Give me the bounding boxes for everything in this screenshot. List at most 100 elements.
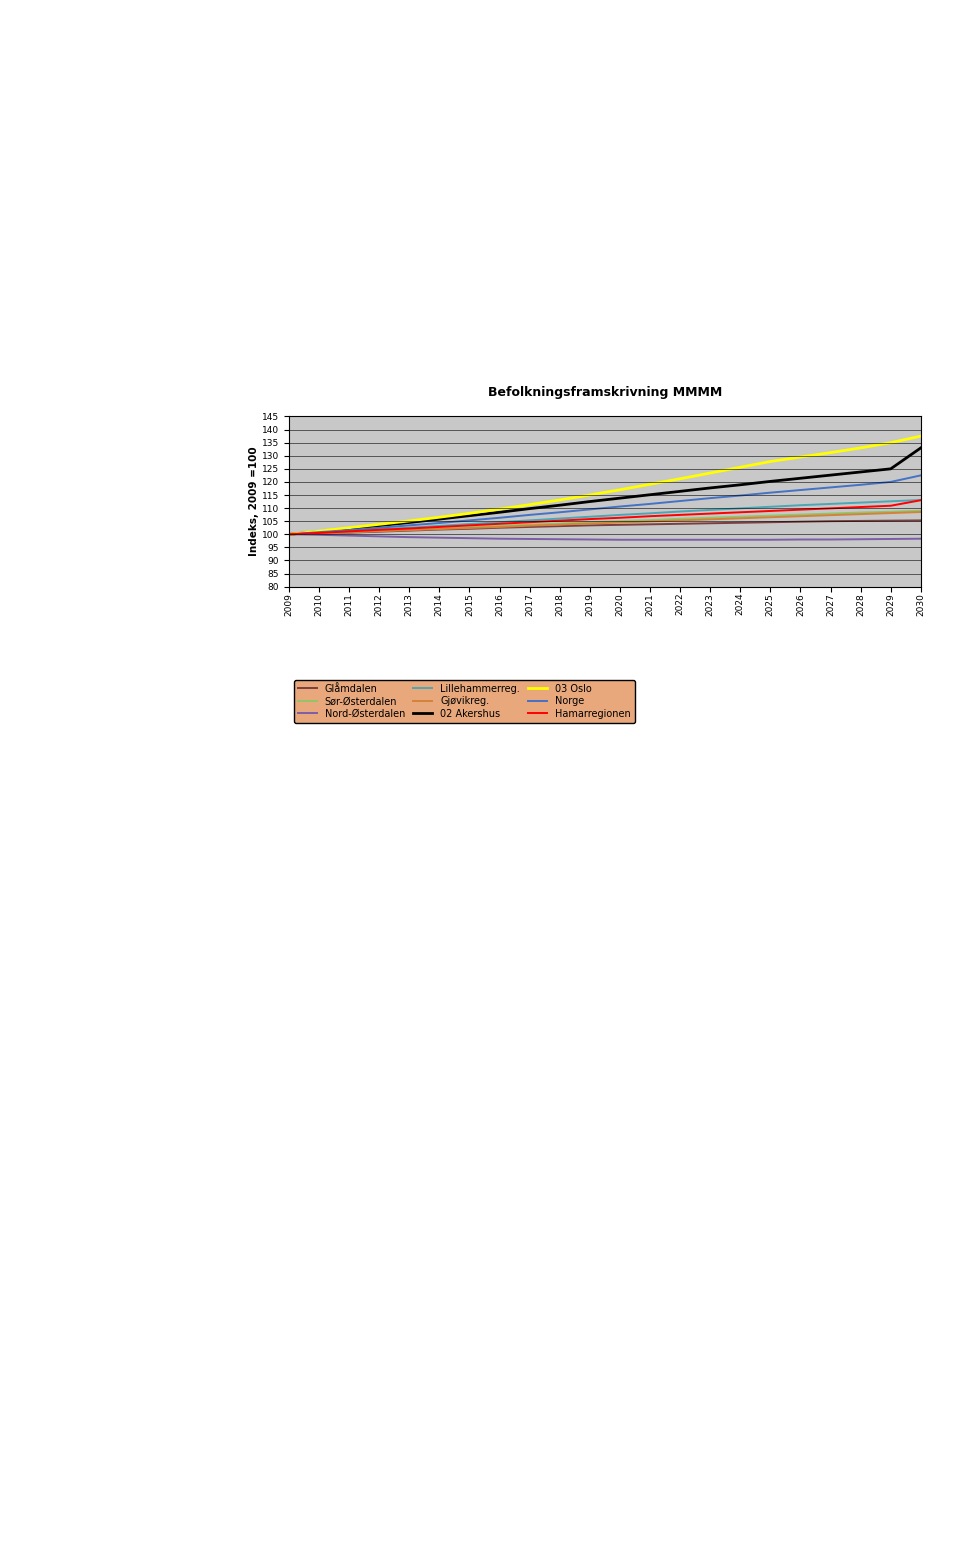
Gjøvikreg. (825, 506, 836, 524)
Norge (283, 524, 295, 543)
Hamarregionen (734, 503, 746, 521)
Lillehammerreg. (674, 503, 685, 521)
Norge (705, 489, 716, 507)
Line: Glåmdalen: Glåmdalen (289, 520, 921, 534)
Gjøvikreg. (313, 524, 324, 543)
02 Akershus (915, 439, 926, 457)
02 Akershus (283, 524, 295, 543)
Glåmdalen (614, 515, 626, 534)
Norge (854, 476, 866, 495)
Gjøvikreg. (734, 509, 746, 527)
Norge (524, 506, 536, 524)
Lillehammerreg. (734, 499, 746, 518)
Sør-Østerdalen (614, 512, 626, 531)
Norge (764, 484, 776, 503)
03 Oslo (403, 512, 415, 531)
Glåmdalen (283, 524, 295, 543)
Nord-Østerdalen (283, 524, 295, 543)
Sør-Østerdalen (313, 524, 324, 543)
Sør-Østerdalen (795, 506, 806, 524)
Lillehammerreg. (283, 524, 295, 543)
Glåmdalen (344, 523, 355, 541)
02 Akershus (373, 517, 385, 535)
Nord-Østerdalen (705, 531, 716, 549)
Gjøvikreg. (464, 518, 475, 537)
Gjøvikreg. (915, 503, 926, 521)
Glåmdalen (705, 513, 716, 532)
03 Oslo (705, 464, 716, 482)
Y-axis label: Indeks, 2009 =100: Indeks, 2009 =100 (250, 447, 259, 557)
Glåmdalen (403, 521, 415, 540)
Norge (825, 478, 836, 496)
Gjøvikreg. (764, 507, 776, 526)
03 Oslo (795, 448, 806, 467)
03 Oslo (915, 426, 926, 445)
Hamarregionen (825, 499, 836, 518)
02 Akershus (584, 492, 595, 510)
Hamarregionen (674, 506, 685, 524)
Line: 03 Oslo: 03 Oslo (289, 436, 921, 534)
Text: Befolkningsframskrivning MMMM: Befolkningsframskrivning MMMM (488, 386, 722, 400)
02 Akershus (614, 489, 626, 507)
Glåmdalen (764, 513, 776, 532)
Gjøvikreg. (885, 504, 897, 523)
Gjøvikreg. (344, 523, 355, 541)
Hamarregionen (644, 507, 656, 526)
Sør-Østerdalen (854, 503, 866, 521)
Hamarregionen (403, 520, 415, 538)
Nord-Østerdalen (403, 527, 415, 546)
Sør-Østerdalen (344, 523, 355, 541)
Sør-Østerdalen (764, 506, 776, 524)
Nord-Østerdalen (493, 529, 505, 548)
Glåmdalen (674, 515, 685, 534)
02 Akershus (764, 471, 776, 490)
Sør-Østerdalen (885, 503, 897, 521)
Gjøvikreg. (674, 510, 685, 529)
Lillehammerreg. (705, 501, 716, 520)
Lillehammerreg. (524, 510, 536, 529)
Line: Hamarregionen: Hamarregionen (289, 499, 921, 534)
Glåmdalen (915, 510, 926, 529)
Norge (313, 523, 324, 541)
Lillehammerreg. (344, 521, 355, 540)
Sør-Østerdalen (434, 520, 445, 538)
Glåmdalen (644, 515, 656, 534)
03 Oslo (584, 485, 595, 504)
Glåmdalen (885, 512, 897, 531)
Sør-Østerdalen (283, 524, 295, 543)
03 Oslo (825, 443, 836, 462)
Line: Gjøvikreg.: Gjøvikreg. (289, 512, 921, 534)
Gjøvikreg. (373, 521, 385, 540)
Nord-Østerdalen (524, 529, 536, 548)
Glåmdalen (373, 523, 385, 541)
Glåmdalen (825, 512, 836, 531)
Hamarregionen (764, 501, 776, 520)
02 Akershus (524, 499, 536, 518)
Norge (344, 521, 355, 540)
Hamarregionen (554, 512, 565, 531)
Norge (674, 492, 685, 510)
Norge (915, 467, 926, 485)
Sør-Østerdalen (584, 513, 595, 532)
Nord-Østerdalen (825, 531, 836, 549)
Gjøvikreg. (283, 524, 295, 543)
02 Akershus (554, 496, 565, 515)
Hamarregionen (524, 513, 536, 532)
Glåmdalen (795, 512, 806, 531)
02 Akershus (734, 476, 746, 495)
Line: 02 Akershus: 02 Akershus (289, 448, 921, 534)
03 Oslo (734, 457, 746, 476)
Hamarregionen (464, 517, 475, 535)
Sør-Østerdalen (705, 509, 716, 527)
Lillehammerreg. (403, 518, 415, 537)
03 Oslo (764, 453, 776, 471)
Lillehammerreg. (313, 523, 324, 541)
Gjøvikreg. (434, 520, 445, 538)
02 Akershus (493, 503, 505, 521)
Glåmdalen (524, 518, 536, 537)
Glåmdalen (434, 520, 445, 538)
Norge (464, 510, 475, 529)
02 Akershus (464, 506, 475, 524)
Hamarregionen (885, 496, 897, 515)
Lillehammerreg. (915, 490, 926, 509)
